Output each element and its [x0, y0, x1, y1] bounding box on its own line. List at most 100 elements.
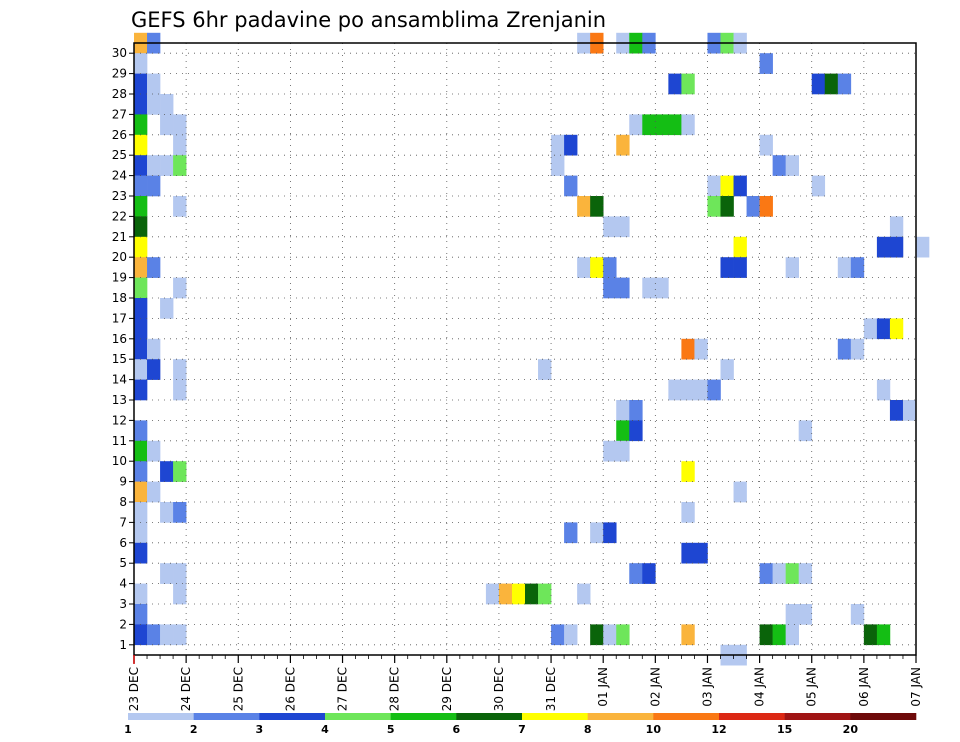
y-tick-label: 15: [112, 352, 127, 366]
precip-cell: [616, 624, 630, 646]
precip-cell: [694, 542, 708, 564]
precip-cell: [173, 624, 187, 646]
precip-cell: [720, 359, 734, 380]
x-tick-label: 03 JAN: [700, 667, 714, 707]
precip-cell: [785, 604, 799, 625]
precip-cell: [173, 359, 187, 380]
y-tick-label: 12: [112, 413, 127, 427]
precip-cell: [160, 563, 174, 584]
precip-cell: [863, 318, 878, 340]
precip-cell: [173, 114, 187, 136]
precip-cell: [603, 216, 617, 238]
precip-cell: [134, 175, 148, 197]
precip-cell: [160, 502, 174, 523]
precip-cell: [134, 338, 148, 360]
precip-cell: [759, 563, 773, 584]
precip-cell: [603, 624, 617, 646]
precip-cell: [564, 624, 578, 646]
colorbar-swatch: [390, 713, 457, 720]
precip-cell: [876, 379, 891, 401]
y-tick-label: 11: [112, 434, 127, 448]
x-tick-label: 23 DEC: [127, 667, 141, 711]
precip-cell: [134, 73, 148, 95]
precip-cell: [134, 216, 148, 238]
colorbar-swatch: [128, 713, 194, 720]
grid-layer: [134, 43, 916, 655]
x-axis: 23 DEC 24 DEC 25 DEC 26 DEC 27 DEC 28 DEC 29 D…: [127, 655, 923, 711]
precip-cell: [173, 196, 187, 217]
precip-cell: [707, 379, 721, 401]
precip-cell: [811, 175, 826, 197]
precip-cell: [759, 624, 773, 646]
precip-cell: [876, 318, 891, 340]
x-tick-label: 30 DEC: [492, 667, 506, 711]
precip-cell: [147, 440, 161, 462]
x-tick-label: 28 DEC: [388, 667, 402, 711]
precip-cell: [876, 236, 891, 258]
colorbar-label: 12: [711, 723, 726, 736]
precip-cell: [134, 318, 148, 340]
precip-cell: [681, 338, 695, 360]
colorbar-swatch: [719, 713, 785, 720]
precip-cell: [772, 155, 786, 176]
precip-cell: [147, 624, 161, 646]
precip-cell: [733, 236, 747, 258]
x-tick-label: 29 DEC: [440, 667, 454, 711]
precip-cell: [590, 522, 604, 544]
precip-cell: [134, 379, 148, 401]
precip-cell: [681, 542, 695, 564]
precip-cell: [681, 114, 695, 136]
precip-cell: [134, 461, 148, 482]
colorbar-label: 2: [190, 723, 198, 736]
precip-cell: [629, 420, 643, 442]
precip-cell: [551, 624, 565, 646]
precip-cell: [889, 216, 904, 238]
precip-cell: [746, 196, 760, 217]
precip-cell: [642, 277, 656, 299]
precip-cell: [173, 563, 187, 584]
precip-cell: [147, 175, 161, 197]
precip-cell: [577, 583, 591, 605]
precip-cell: [850, 338, 865, 360]
y-tick-label: 19: [112, 271, 127, 285]
x-tick-label: 24 DEC: [179, 667, 193, 711]
precip-cell: [733, 481, 747, 503]
precip-cell: [147, 338, 161, 360]
precip-cell: [173, 134, 187, 156]
y-tick-label: 4: [119, 577, 127, 591]
precip-cell: [785, 624, 799, 646]
precip-cell: [824, 73, 839, 95]
colorbar-swatch: [850, 713, 917, 720]
x-tick-label: 27 DEC: [336, 667, 350, 711]
x-tick-label: 06 JAN: [857, 667, 871, 707]
precip-cell: [837, 338, 852, 360]
precip-cell: [551, 155, 565, 176]
colorbar-swatch: [653, 713, 720, 720]
precip-cell: [785, 563, 799, 584]
y-tick-label: 18: [112, 291, 127, 305]
precip-cell: [681, 461, 695, 482]
x-tick-label: 01 JAN: [596, 667, 610, 707]
precip-cell: [629, 400, 643, 421]
precip-cell: [889, 236, 904, 258]
y-tick-label: 14: [112, 373, 127, 387]
colorbar-swatch: [259, 713, 326, 720]
precip-cell: [590, 624, 604, 646]
precip-cell: [707, 175, 721, 197]
colorbar-label: 5: [387, 723, 395, 736]
precip-cell: [134, 583, 148, 605]
precip-cell: [642, 563, 656, 584]
precip-cell: [668, 379, 682, 401]
precip-cell: [134, 53, 148, 74]
precip-cell: [720, 257, 734, 278]
precip-cell: [759, 53, 773, 74]
precip-cell: [511, 583, 526, 605]
precip-cell: [863, 624, 878, 646]
precip-cell: [616, 440, 630, 462]
precip-cell: [134, 502, 148, 523]
precip-cell: [668, 114, 682, 136]
precip-cell: [147, 155, 161, 176]
x-tick-label: 07 JAN: [909, 667, 923, 707]
precip-cell: [629, 114, 643, 136]
precip-cell: [902, 400, 917, 421]
